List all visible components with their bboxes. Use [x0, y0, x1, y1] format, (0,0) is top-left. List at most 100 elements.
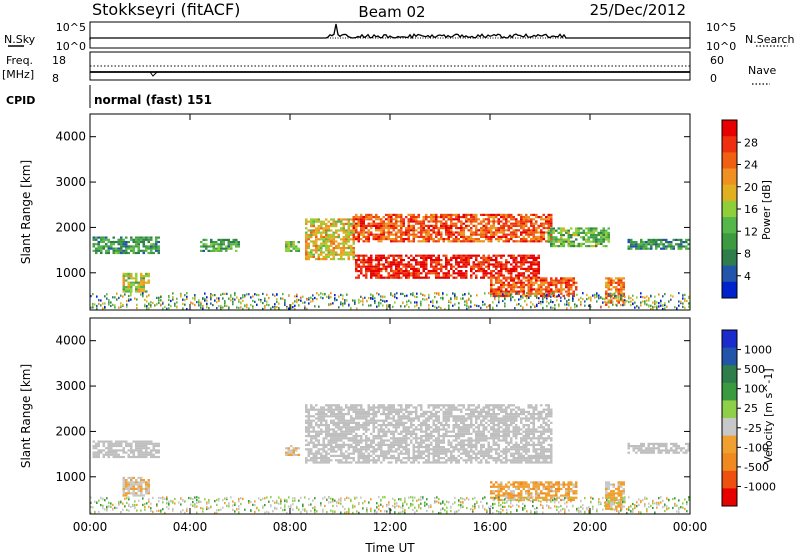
- power-cell: [464, 293, 466, 296]
- power-cell: [310, 253, 313, 256]
- power-cell: [428, 307, 430, 310]
- power-cell: [445, 274, 448, 277]
- power-cell: [644, 302, 646, 305]
- power-cell: [452, 270, 455, 273]
- velocity-region-3: [305, 404, 553, 464]
- velocity-cell: [410, 404, 413, 407]
- power-cell: [305, 249, 308, 252]
- power-cell: [405, 263, 408, 266]
- velocity-cell: [425, 419, 428, 422]
- power-cell: [492, 294, 495, 298]
- power-cell: [550, 236, 553, 239]
- power-cell: [325, 238, 328, 241]
- power-cell: [507, 290, 510, 293]
- velocity-cell: [145, 444, 148, 448]
- velocity-cell: [127, 453, 130, 456]
- power-cell: [574, 306, 576, 309]
- power-cell: [610, 299, 613, 302]
- power-cell: [322, 244, 325, 247]
- power-cell: [530, 256, 533, 259]
- power-cell: [332, 225, 335, 228]
- power-cell: [206, 296, 208, 299]
- power-cell: [407, 261, 410, 264]
- power-cell: [417, 213, 420, 216]
- power-cell: [510, 254, 513, 257]
- velocity-cell: [342, 417, 345, 420]
- power-cell: [137, 290, 140, 293]
- power-cell: [510, 267, 513, 270]
- power-cell: [572, 290, 575, 293]
- nsky-tick-top: 10^5: [56, 21, 86, 34]
- power-cell: [405, 227, 408, 230]
- power-cell: [490, 281, 493, 284]
- power-cell: [287, 245, 290, 248]
- power-cell: [510, 288, 513, 291]
- velocity-cell: [427, 437, 430, 440]
- power-cell: [522, 290, 525, 293]
- power-cell: [605, 286, 608, 289]
- power-cell: [332, 302, 334, 305]
- power-cell: [570, 277, 573, 280]
- velocity-cell: [377, 448, 380, 451]
- power-cell: [545, 216, 548, 219]
- power-cell: [492, 235, 495, 238]
- power-cell: [488, 292, 490, 295]
- power-cell: [440, 233, 443, 236]
- power-cell: [202, 249, 205, 252]
- power-cell: [510, 224, 513, 227]
- power-cell: [224, 302, 226, 305]
- power-cell: [400, 238, 403, 241]
- power-cell: [152, 243, 155, 246]
- power-cell: [515, 274, 518, 277]
- velocity-cell: [120, 444, 123, 448]
- power-cell: [412, 233, 415, 236]
- velocity-cell: [307, 450, 310, 453]
- power-cell: [420, 222, 423, 225]
- power-cell: [427, 227, 430, 230]
- power-cell: [322, 293, 324, 296]
- power-cell: [360, 238, 363, 241]
- power-cell: [527, 229, 530, 232]
- power-cell: [540, 279, 543, 282]
- power-cell: [452, 292, 454, 295]
- power-cell: [394, 295, 396, 299]
- power-cell: [617, 301, 620, 304]
- power-cell: [432, 265, 435, 268]
- velocity-cell: [382, 439, 385, 442]
- power-cell: [472, 233, 475, 236]
- power-cell: [240, 306, 242, 309]
- velocity-cell: [310, 452, 313, 455]
- power-cell: [467, 240, 470, 243]
- power-cell: [405, 265, 408, 268]
- velocity-cell: [330, 410, 333, 413]
- velocity-cell: [437, 441, 440, 444]
- power-cell: [372, 267, 375, 270]
- power-cell: [112, 296, 114, 299]
- power-cell: [552, 292, 554, 295]
- velocity-cell: [425, 435, 428, 438]
- velocity-cell: [360, 435, 363, 438]
- power-cell: [132, 238, 135, 241]
- velocity-cell: [392, 406, 395, 409]
- power-cell: [600, 296, 602, 299]
- power-cell: [545, 279, 548, 282]
- velocity-cell: [157, 444, 160, 448]
- power-cell: [617, 281, 620, 284]
- power-cell: [306, 307, 308, 310]
- velocity-cell: [347, 421, 350, 424]
- velocity-cell: [442, 457, 445, 460]
- power-cell: [488, 304, 490, 307]
- power-cell: [100, 247, 103, 250]
- power-ytick-label: 2000: [55, 220, 86, 234]
- velocity-cell: [140, 494, 143, 497]
- power-cell: [336, 298, 338, 302]
- nsearch-tick-top: 10^5: [706, 21, 736, 34]
- velocity-cell: [455, 437, 458, 440]
- power-cell: [527, 267, 530, 270]
- power-cell: [432, 224, 435, 227]
- velocity-cell: [375, 437, 378, 440]
- velocity-cell: [140, 453, 143, 456]
- power-cell: [365, 235, 368, 238]
- velocity-cell: [330, 443, 333, 446]
- velocity-cell: [137, 451, 140, 454]
